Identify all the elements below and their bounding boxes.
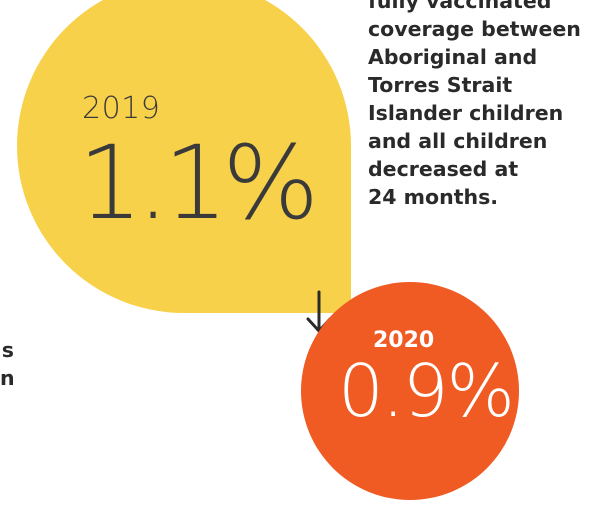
coverage-note: fully vaccinated coverage between Aborig…	[368, 0, 593, 211]
note-line: Islander children	[368, 101, 564, 125]
orange-circle	[301, 282, 519, 500]
note-line: fully vaccinated	[368, 0, 552, 13]
note-line: Aboriginal and	[368, 45, 538, 69]
clipped-left-text: s n	[0, 336, 14, 392]
note-line: and all children	[368, 129, 548, 153]
clipped-text-line: n	[0, 366, 14, 390]
value-2020: 0.9%	[338, 349, 515, 433]
clipped-text-line: s	[1, 338, 14, 362]
note-line: 24 months.	[368, 185, 499, 209]
year-2020-label: 2020	[373, 328, 435, 353]
note-line: coverage between	[368, 17, 581, 41]
year-2019-label: 2019	[82, 91, 161, 126]
value-2019: 1.1%	[78, 124, 319, 243]
note-line: decreased at	[368, 157, 519, 181]
note-line: Torres Strait	[368, 73, 513, 97]
yellow-speech-bubble	[17, 0, 351, 313]
